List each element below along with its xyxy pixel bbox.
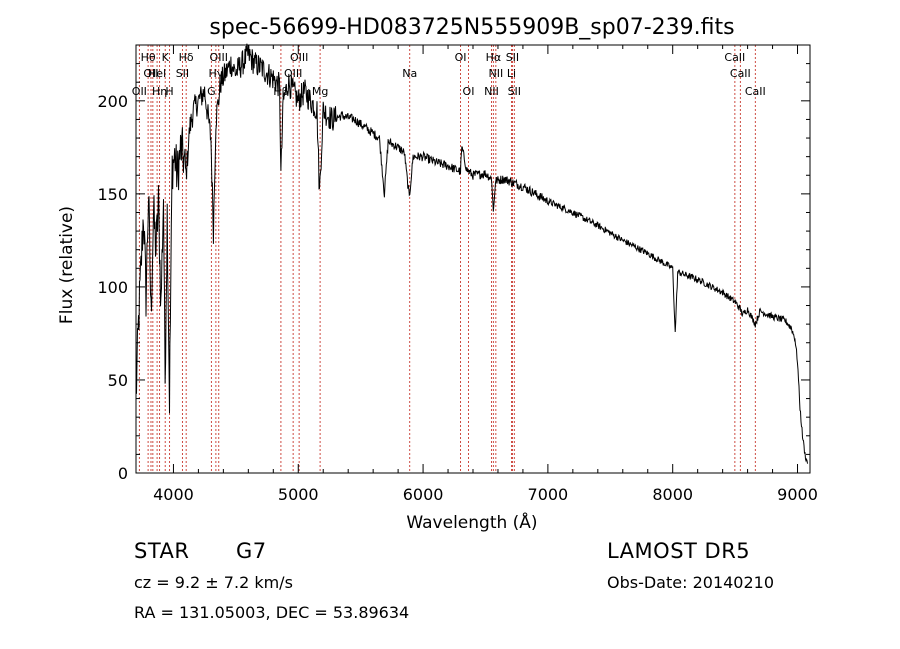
chart-title: spec-56699-HD083725N555909B_sp07-239.fit… xyxy=(209,15,734,40)
redshift-cz: cz = 9.2 ± 7.2 km/s xyxy=(134,573,293,592)
line-label-13: Hβ xyxy=(273,85,288,98)
line-labels: OIIHθOIIHeIHηKHSIIHδGHγOIIIHβOIIIOIIIMgN… xyxy=(132,51,766,98)
line-label-0: OII xyxy=(132,85,147,98)
line-label-23: Li xyxy=(507,67,516,80)
y-tick-label-1: 50 xyxy=(108,371,128,390)
y-axis-label: Flux (relative) xyxy=(57,206,77,324)
line-label-19: OI xyxy=(463,85,475,98)
line-markers xyxy=(138,45,756,473)
axes: 4000 5000 6000 7000 8000 9000 0 50 100 150 200 xyxy=(97,44,818,504)
line-label-14: OIII xyxy=(284,67,302,80)
line-label-12: OIII xyxy=(210,51,228,64)
y-tick-label-3: 150 xyxy=(97,185,128,204)
line-label-5: Hη xyxy=(152,85,167,98)
y-tick-label-2: 100 xyxy=(97,278,128,297)
obs-date: Obs-Date: 20140210 xyxy=(607,573,775,592)
spectrum-series xyxy=(135,43,808,464)
line-label-10: G xyxy=(207,85,216,98)
line-label-9: Hδ xyxy=(179,51,194,64)
line-label-22: NII xyxy=(488,67,503,80)
line-label-16: Mg xyxy=(312,85,328,98)
line-label-11: Hγ xyxy=(208,67,223,80)
y-tick-label-0: 0 xyxy=(118,464,128,483)
x-axis-label: Wavelength (Å) xyxy=(406,511,537,533)
x-tick-label-2: 6000 xyxy=(403,485,444,504)
object-class: STAR xyxy=(134,539,190,563)
line-label-4: HeI xyxy=(148,67,166,80)
x-tick-label-3: 7000 xyxy=(528,485,569,504)
line-label-24: SII xyxy=(506,51,519,64)
line-label-6: K xyxy=(162,51,170,64)
line-label-25: SII xyxy=(508,85,521,98)
line-label-18: OI xyxy=(455,51,467,64)
line-label-8: SII xyxy=(176,67,189,80)
line-label-1: Hθ xyxy=(141,51,156,64)
spectrum-line-0 xyxy=(135,43,808,464)
line-label-2: OII xyxy=(143,67,158,80)
x-tick-label-5: 9000 xyxy=(777,485,818,504)
coordinates: RA = 131.05003, DEC = 53.89634 xyxy=(134,603,410,622)
x-tick-label-0: 4000 xyxy=(153,485,194,504)
line-label-7: H xyxy=(165,85,173,98)
x-tick-label-4: 8000 xyxy=(652,485,693,504)
line-label-28: CaII xyxy=(745,85,766,98)
line-label-27: CaII xyxy=(730,67,751,80)
subclass: G7 xyxy=(236,539,267,563)
y-tick-label-4: 200 xyxy=(97,92,128,111)
line-label-21: Hα xyxy=(486,51,502,64)
line-label-26: CaII xyxy=(724,51,745,64)
survey-name: LAMOST DR5 xyxy=(607,539,751,563)
line-label-20: NII xyxy=(484,85,499,98)
plot-frame xyxy=(135,44,811,474)
line-label-17: Na xyxy=(402,67,417,80)
line-label-15: OIII xyxy=(290,51,308,64)
x-tick-label-1: 5000 xyxy=(278,485,319,504)
